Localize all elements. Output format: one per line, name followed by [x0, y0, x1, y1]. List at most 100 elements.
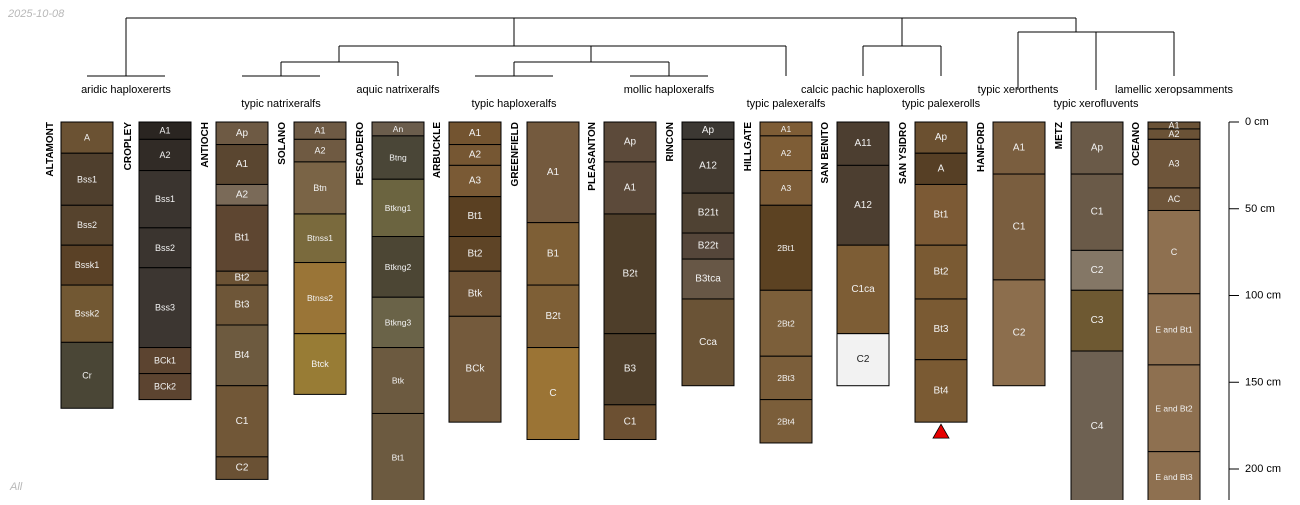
horizon-rect [759, 170, 813, 206]
horizon-label: Bt2 [467, 248, 482, 259]
horizon-rect [1147, 138, 1201, 189]
horizon-rect [215, 324, 269, 387]
horizon-rect [759, 355, 813, 401]
horizon-label: A1 [314, 126, 325, 136]
soil-profile: ARBUCKLE A1 A2 A3 Bt1 Bt2 Btk BCk [432, 121, 502, 423]
horizon-rect [914, 183, 968, 246]
horizon-label: 2Bt3 [777, 373, 795, 383]
taxon-label: typic xerorthents [978, 84, 1059, 96]
horizon-label: A2 [1168, 129, 1179, 139]
horizon-rect [448, 164, 502, 198]
horizon-rect [138, 170, 192, 229]
profile-name: HILLGATE [743, 122, 754, 172]
horizon-rect [914, 121, 968, 154]
horizon-label: B22t [698, 241, 719, 252]
horizon-rect [1070, 121, 1124, 175]
horizon-label: Btk [392, 376, 405, 386]
soil-profile: SOLANO A1 A2 Btn Btnss1 Btnss2 Btck [277, 121, 347, 395]
horizon-label: Bt1 [392, 453, 405, 463]
horizon-rect [215, 456, 269, 480]
horizon-rect [371, 236, 425, 298]
horizon-rect [60, 244, 114, 286]
horizon-label: Bt2 [234, 273, 249, 284]
horizon-label: Ap [702, 125, 715, 136]
horizon-rect [448, 315, 502, 423]
horizon-label: C4 [1091, 421, 1104, 432]
horizon-rect [759, 135, 813, 172]
taxon-label: aridic haploxererts [81, 84, 171, 96]
horizon-label: Bss2 [77, 220, 97, 230]
horizon-rect [60, 121, 114, 154]
horizon-rect [603, 213, 657, 335]
horizon-label: BCk2 [154, 382, 176, 392]
horizon-label: Bssk2 [75, 309, 100, 319]
horizon-rect [293, 161, 347, 215]
horizon-rect [60, 341, 114, 409]
horizon-rect [681, 192, 735, 234]
horizon-label: E and Bt1 [1155, 324, 1193, 334]
horizon-label: Bt3 [933, 324, 948, 335]
horizon-label: A1 [781, 124, 792, 134]
horizon-rect [215, 204, 269, 272]
horizon-label: A2 [469, 149, 482, 160]
horizon-label: C [549, 388, 556, 399]
horizon-label: Btkng2 [385, 262, 412, 272]
horizon-rect [759, 289, 813, 357]
horizon-rect [992, 279, 1046, 387]
horizon-rect [138, 227, 192, 269]
horizon-rect [1070, 173, 1124, 251]
horizon-label: C1 [1013, 221, 1026, 232]
horizon-label: Ap [624, 136, 637, 147]
horizon-rect [138, 138, 192, 172]
horizon-label: Bss1 [155, 194, 175, 204]
horizon-label: B2t [622, 268, 637, 279]
taxon-label: typic xerofluvents [1054, 98, 1139, 110]
soil-profile: SAN BENITO A11 A12 C1ca C2 [820, 121, 890, 387]
taxonomy-dendrogram: aridic haploxererts typic natrixeralfs aqu… [81, 17, 1233, 110]
horizon-label: E and Bt2 [1155, 403, 1193, 413]
soil-profile: ANTIOCH Ap A1 A2 Bt1 Bt2 Bt3 Bt4 C1 C2 [200, 121, 269, 480]
horizon-label: Cr [82, 370, 92, 380]
horizon-rect [526, 121, 580, 224]
profile-name: ARBUCKLE [432, 122, 443, 178]
taxon-label: typic palexerolls [902, 98, 981, 110]
horizon-rect [603, 333, 657, 406]
profile-name: GREENFIELD [510, 122, 521, 186]
taxon-label: typic palexeralfs [747, 98, 826, 110]
profile-name: HANFORD [976, 122, 987, 172]
horizon-rect [138, 267, 192, 349]
horizon-label: Bss3 [155, 303, 175, 313]
horizon-label: Btkng1 [385, 203, 412, 213]
depth-tick-label: 150 cm [1245, 376, 1281, 388]
horizon-label: Btk [468, 288, 483, 299]
soil-profile: HANFORD A1 C1 C2 [976, 121, 1046, 387]
depth-tick-label: 0 cm [1245, 116, 1269, 128]
depth-tick-label: 200 cm [1245, 463, 1281, 475]
horizon-label: C [1171, 247, 1178, 257]
taxon-label: calcic pachic haploxerolls [801, 84, 926, 96]
horizon-label: 2Bt2 [777, 318, 795, 328]
horizon-rect [448, 196, 502, 238]
horizon-label: C2 [1013, 327, 1026, 338]
depth-marker-triangle [932, 423, 950, 439]
horizon-label: C1 [236, 416, 249, 427]
horizon-label: A3 [1168, 159, 1179, 169]
horizon-rect [1147, 364, 1201, 453]
horizon-label: A [84, 133, 90, 143]
depth-tick-label: 50 cm [1245, 203, 1275, 215]
horizon-label: A [938, 163, 945, 174]
horizon-label: A3 [781, 183, 792, 193]
horizon-label: Bt1 [933, 209, 948, 220]
soil-profile: HILLGATE A1 A2 A3 2Bt1 2Bt2 2Bt3 2Bt4 [743, 121, 813, 444]
profile-name: METZ [1054, 122, 1065, 149]
profile-name: SAN BENITO [820, 122, 831, 184]
taxon-label: aquic natrixeralfs [356, 84, 440, 96]
horizon-label: A12 [699, 161, 717, 172]
horizon-rect [603, 404, 657, 441]
horizon-label: E and Bt3 [1155, 472, 1193, 482]
taxon-label: mollic haploxeralfs [624, 84, 715, 96]
horizon-label: C1ca [851, 284, 875, 295]
horizon-rect [215, 385, 269, 458]
